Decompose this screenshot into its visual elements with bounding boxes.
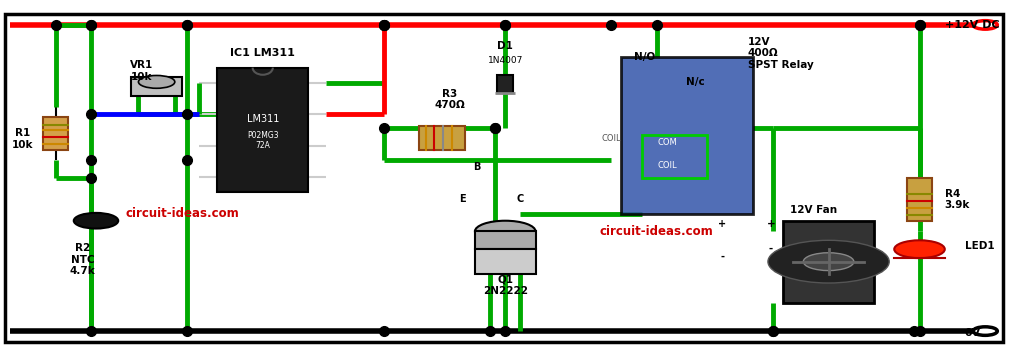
Circle shape	[973, 21, 998, 29]
Circle shape	[973, 327, 998, 335]
FancyBboxPatch shape	[217, 68, 308, 192]
Text: -: -	[721, 251, 724, 261]
FancyBboxPatch shape	[908, 178, 932, 221]
Text: R1
10k: R1 10k	[11, 128, 33, 150]
Text: E: E	[459, 194, 466, 204]
FancyBboxPatch shape	[420, 126, 464, 150]
FancyBboxPatch shape	[475, 231, 535, 249]
Text: COM: COM	[657, 138, 676, 147]
FancyBboxPatch shape	[44, 117, 68, 150]
Text: 1N4007: 1N4007	[488, 56, 523, 65]
Text: +: +	[718, 219, 727, 229]
Text: 12V
400Ω
SPST Relay: 12V 400Ω SPST Relay	[747, 37, 813, 70]
Text: LED1: LED1	[965, 241, 995, 251]
Text: 0V: 0V	[965, 328, 982, 338]
Text: N/O: N/O	[634, 52, 655, 62]
Text: +12V DC: +12V DC	[945, 20, 1000, 30]
Text: 12V Fan: 12V Fan	[790, 205, 837, 215]
Text: -: -	[769, 244, 773, 254]
Text: +: +	[767, 219, 776, 229]
Text: VR1
10k: VR1 10k	[130, 61, 153, 82]
Text: R4
3.9k: R4 3.9k	[945, 189, 970, 210]
Text: P02MG3
72A: P02MG3 72A	[246, 131, 279, 150]
Text: circuit-ideas.com: circuit-ideas.com	[125, 207, 238, 220]
Text: N/c: N/c	[685, 77, 705, 87]
Text: R3
470Ω: R3 470Ω	[434, 89, 465, 110]
FancyBboxPatch shape	[475, 249, 535, 274]
Text: IC1 LM311: IC1 LM311	[230, 48, 295, 58]
Text: circuit-ideas.com: circuit-ideas.com	[600, 225, 714, 238]
Circle shape	[768, 240, 889, 283]
Circle shape	[894, 240, 945, 258]
FancyBboxPatch shape	[497, 75, 513, 93]
Text: LM311: LM311	[246, 114, 279, 124]
Circle shape	[475, 221, 535, 242]
Text: COIL: COIL	[657, 161, 676, 170]
FancyBboxPatch shape	[5, 14, 1004, 342]
Circle shape	[74, 213, 119, 229]
FancyBboxPatch shape	[622, 57, 752, 214]
Text: COIL: COIL	[601, 134, 622, 143]
FancyBboxPatch shape	[783, 221, 874, 303]
Text: B: B	[474, 162, 481, 172]
Text: C: C	[517, 194, 524, 204]
Text: Q1
2N2222: Q1 2N2222	[483, 274, 527, 295]
Circle shape	[139, 75, 174, 88]
FancyBboxPatch shape	[132, 77, 182, 96]
Circle shape	[803, 253, 854, 271]
Text: D1: D1	[497, 41, 513, 51]
Text: R2
NTC
4.7k: R2 NTC 4.7k	[70, 243, 95, 277]
